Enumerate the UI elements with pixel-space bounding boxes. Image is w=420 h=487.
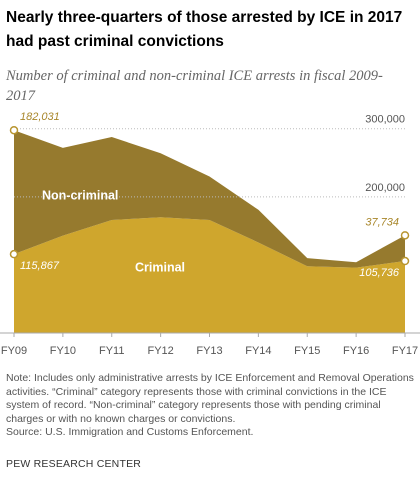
chart-subtitle: Number of criminal and non-criminal ICE … (6, 68, 383, 104)
value-label: 115,867 (20, 260, 60, 272)
value-label: 37,734 (365, 216, 399, 228)
value-label: 182,031 (20, 111, 60, 123)
x-tick-label: FY15 (294, 345, 320, 357)
point (400, 256, 410, 266)
notes: Note: Includes only administrative arres… (6, 372, 416, 440)
x-tick-label: FY17 (392, 345, 418, 357)
point (9, 125, 19, 135)
y-tick-label: 300,000 (365, 114, 405, 126)
source: Source: U.S. Immigration and Customs Enf… (6, 426, 254, 438)
x-tick-label: FY11 (99, 345, 124, 357)
point (9, 249, 19, 259)
series-label: Criminal (135, 260, 185, 274)
point (400, 231, 410, 240)
x-tick-label: FY13 (196, 345, 222, 357)
area (14, 217, 405, 333)
area (14, 130, 405, 268)
chart-title: Nearly three-quarters of those arrested … (6, 9, 403, 50)
x-tick-label: FY12 (147, 345, 173, 357)
y-tick-label: 200,000 (365, 182, 405, 194)
x-tick-label: FY14 (245, 345, 271, 357)
x-tick-label: FY09 (1, 345, 27, 357)
note: Note: Includes only administrative arres… (6, 372, 414, 425)
x-tick-label: FY10 (50, 345, 76, 357)
value-label: 105,736 (359, 267, 400, 279)
brand: PEW RESEARCH CENTER (6, 458, 142, 470)
x-tick-label: FY16 (343, 345, 369, 357)
series-label: Non-criminal (42, 188, 118, 202)
